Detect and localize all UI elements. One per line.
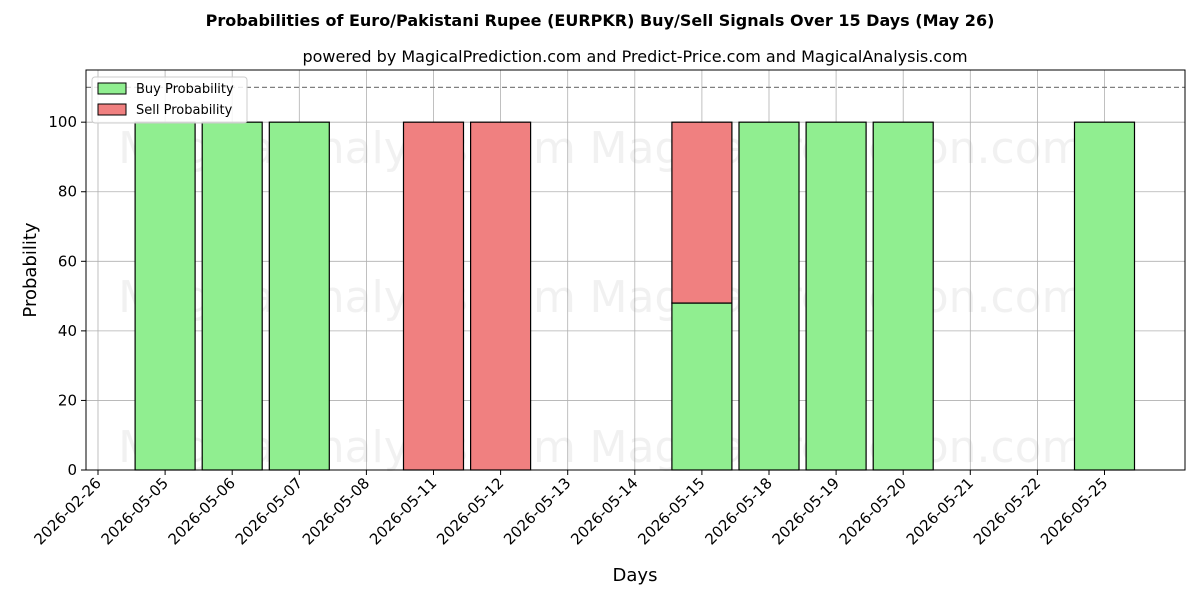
buy-bar-2026-05-25: [1073, 121, 1136, 471]
watermarks: MagicalAnalysis.comMagicalPrediction.com…: [118, 123, 1084, 473]
sell-bar-2026-05-12: [470, 121, 532, 471]
legend-label-sell: Sell Probability: [136, 103, 233, 118]
chart-subtitle: powered by MagicalPrediction.com and Pre…: [302, 47, 967, 66]
x-tick-label-2026-05-19: 2026-05-19: [769, 474, 843, 548]
y-tick-label-4: 80: [58, 183, 77, 201]
buy-bar-2026-05-20: [872, 121, 934, 471]
x-tick-label-2026-05-15: 2026-05-15: [634, 474, 708, 548]
plot-frame: [85, 69, 1186, 471]
buy-bar-2026-05-15: [671, 302, 733, 471]
legend: Buy Probability Sell Probability: [91, 76, 248, 124]
x-axis-ticks: 2026-02-262026-05-052026-05-062026-05-07…: [30, 470, 1111, 548]
legend-swatch-sell: [97, 103, 127, 116]
y-tick-label-2: 40: [58, 322, 77, 340]
legend-label-buy: Buy Probability: [136, 82, 234, 97]
buy-bar-2026-05-05: [134, 121, 196, 471]
x-tick-label-2026-02-26: 2026-02-26: [30, 474, 104, 548]
y-tick-label-5: 100: [48, 113, 77, 131]
x-tick-label-2026-05-11: 2026-05-11: [366, 474, 440, 548]
x-tick-label-2026-05-12: 2026-05-12: [433, 474, 507, 548]
y-axis-label: Probability: [20, 222, 41, 317]
y-axis-ticks: 0 20 40 60 80 100: [48, 113, 86, 479]
y-tick-label-3: 60: [58, 252, 77, 270]
x-tick-label-2026-05-07: 2026-05-07: [232, 474, 306, 548]
buy-bar-2026-05-18: [738, 121, 800, 471]
x-tick-label-2026-05-08: 2026-05-08: [299, 474, 373, 548]
sell-bar-2026-05-15: [671, 121, 733, 304]
buy-bar-2026-05-07: [268, 121, 330, 471]
x-tick-label-2026-05-14: 2026-05-14: [567, 474, 641, 548]
legend-box: [91, 76, 248, 124]
x-tick-label-2026-05-13: 2026-05-13: [500, 474, 574, 548]
sell-bar-2026-05-11: [402, 121, 465, 471]
buy-bar-2026-05-06: [201, 121, 263, 471]
x-tick-label-2026-05-06: 2026-05-06: [165, 474, 239, 548]
x-axis-label: Days: [613, 565, 658, 586]
x-tick-label-2026-05-05: 2026-05-05: [98, 474, 172, 548]
buy-bar-2026-05-19: [805, 121, 867, 471]
x-tick-label-2026-05-25: 2026-05-25: [1037, 474, 1111, 548]
x-tick-label-2026-05-21: 2026-05-21: [903, 474, 977, 548]
chart-title: Probabilities of Euro/Pakistani Rupee (E…: [206, 11, 995, 30]
y-tick-label-1: 20: [58, 391, 77, 409]
legend-swatch-buy: [97, 82, 127, 95]
x-tick-label-2026-05-18: 2026-05-18: [701, 474, 775, 548]
x-tick-label-2026-05-20: 2026-05-20: [836, 474, 910, 548]
y-tick-label-0: 0: [67, 461, 77, 479]
x-tick-label-2026-05-22: 2026-05-22: [970, 474, 1044, 548]
bars: [134, 121, 1136, 471]
